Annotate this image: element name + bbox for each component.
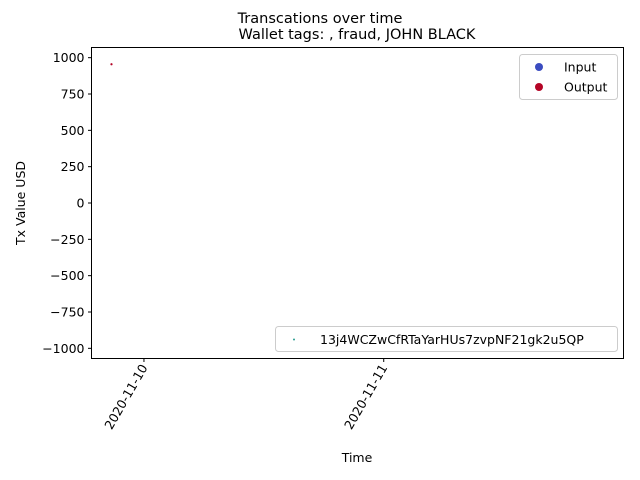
legend-marker-address — [293, 338, 295, 341]
chart-suptitle: Transcations over time — [237, 11, 403, 27]
legend-marker-input — [535, 63, 543, 71]
legend-box-upper — [519, 54, 618, 100]
y-tick-label: −1000 — [42, 341, 84, 356]
x-axis-title: Time — [341, 450, 373, 465]
plot-frame — [91, 47, 624, 359]
y-tick-label: −500 — [50, 268, 84, 283]
y-tick-label: 500 — [61, 123, 85, 138]
chart-title: Wallet tags: , fraud, JOHN BLACK — [239, 27, 476, 43]
legend-label-address: 13j4WCZwCfRTaYarHUs7zvpNF21gk2u5QP — [320, 332, 584, 347]
legend-box-lower — [275, 326, 618, 352]
legend-marker-output — [535, 83, 543, 91]
data-point-output — [110, 63, 113, 66]
y-tick-label: 0 — [77, 196, 85, 211]
y-tick-label: 250 — [61, 159, 85, 174]
y-tick-label: −250 — [50, 232, 84, 247]
x-tick-label: 2020-11-10 — [101, 361, 150, 431]
y-tick-label: 1000 — [53, 50, 85, 65]
y-tick-label: −750 — [50, 304, 84, 319]
legend-layer: Input Output 13j4WCZwCfRTaYarHUs7zvpNF21gk… — [275, 54, 618, 352]
x-tick-label: 2020-11-11 — [341, 362, 390, 432]
legend-label-output: Output — [564, 80, 608, 95]
marks-layer — [110, 63, 113, 66]
legend-label-input: Input — [564, 60, 596, 75]
y-axis-title: Tx Value USD — [13, 161, 28, 246]
y-tick-label: 750 — [61, 87, 85, 102]
ticks-layer: 1000 750 500 250 0 −250 −500 −750 −1000 2020-11-1… — [42, 50, 390, 432]
